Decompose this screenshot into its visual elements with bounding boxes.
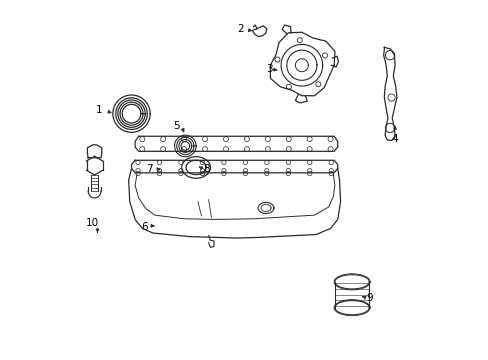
Text: 9: 9 [366,293,372,303]
Text: 1: 1 [96,105,102,115]
Text: 3: 3 [266,64,272,74]
Text: 5: 5 [173,121,179,131]
Text: 8: 8 [203,164,210,174]
Text: 2: 2 [237,24,244,35]
Text: 6: 6 [141,222,147,231]
Text: 10: 10 [85,218,99,228]
Text: 4: 4 [391,134,398,144]
Text: 7: 7 [146,164,152,174]
